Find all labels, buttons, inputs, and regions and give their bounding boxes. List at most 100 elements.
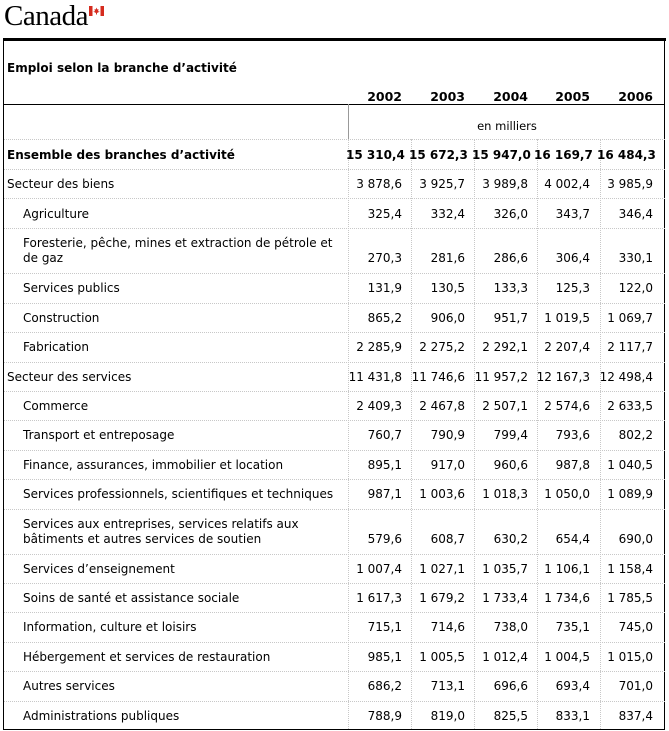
value-cell: 2 409,3 <box>356 399 402 413</box>
value-cell: 690,0 <box>618 532 653 546</box>
value-cell: 1 027,1 <box>419 562 465 576</box>
value-cell: 270,3 <box>367 251 402 265</box>
value-cell: 306,4 <box>555 251 590 265</box>
value-cell: 701,0 <box>618 679 653 693</box>
row-separator <box>4 701 665 702</box>
value-cell: 133,3 <box>493 281 528 295</box>
wordmark-text: Canada <box>4 0 88 32</box>
value-cell: 281,6 <box>430 251 465 265</box>
value-cell: 696,6 <box>493 679 528 693</box>
table-top-rule <box>3 38 666 41</box>
value-cell: 713,1 <box>430 679 465 693</box>
row-separator <box>4 228 665 229</box>
value-cell: 11 957,2 <box>474 370 528 384</box>
row-label: Finance, assurances, immobilier et locat… <box>23 458 284 472</box>
row-label: Hébergement et services de restauration <box>23 650 271 664</box>
row-separator <box>4 450 665 451</box>
value-cell: 833,1 <box>555 709 590 723</box>
row-label: Soins de santé et assistance sociale <box>23 591 240 605</box>
value-cell: 2 275,2 <box>419 340 465 354</box>
value-cell: 714,6 <box>430 620 465 634</box>
year-header: 2005 <box>555 89 590 104</box>
value-cell: 693,4 <box>555 679 590 693</box>
value-cell: 1 003,6 <box>419 487 465 501</box>
value-cell: 2 507,1 <box>482 399 528 413</box>
row-label: Autres services <box>23 679 115 693</box>
value-cell: 1 734,6 <box>544 591 590 605</box>
value-cell: 987,1 <box>367 487 402 501</box>
value-cell: 11 746,6 <box>411 370 465 384</box>
value-cell: 738,0 <box>493 620 528 634</box>
value-cell: 2 285,9 <box>356 340 402 354</box>
row-label: Administrations publiques <box>23 709 180 723</box>
row-label: Agriculture <box>23 207 89 221</box>
value-cell: 790,9 <box>430 428 465 442</box>
canada-flag-icon <box>89 6 104 16</box>
value-cell: 1 005,5 <box>419 650 465 664</box>
value-cell: 715,1 <box>367 620 402 634</box>
value-cell: 330,1 <box>618 251 653 265</box>
value-cell: 1 158,4 <box>607 562 653 576</box>
row-label: Secteur des biens <box>7 177 115 191</box>
row-separator <box>4 612 665 613</box>
row-label: Services publics <box>23 281 120 295</box>
value-cell: 1 733,4 <box>482 591 528 605</box>
value-cell: 2 207,4 <box>544 340 590 354</box>
value-cell: 131,9 <box>367 281 402 295</box>
row-separator <box>4 362 665 363</box>
value-cell: 686,2 <box>367 679 402 693</box>
row-label: Information, culture et loisirs <box>23 620 197 634</box>
value-cell: 332,4 <box>430 207 465 221</box>
value-cell: 4 002,4 <box>544 177 590 191</box>
value-cell: 1 679,2 <box>419 591 465 605</box>
value-cell: 745,0 <box>618 620 653 634</box>
row-label: Commerce <box>23 399 89 413</box>
value-cell: 1 106,1 <box>544 562 590 576</box>
column-separator <box>600 139 601 729</box>
value-cell: 343,7 <box>555 207 590 221</box>
value-cell: 12 167,3 <box>536 370 590 384</box>
value-cell: 1 617,3 <box>356 591 402 605</box>
column-separator <box>411 139 412 729</box>
row-label: Ensemble des branches d’activité <box>7 148 235 162</box>
value-cell: 608,7 <box>430 532 465 546</box>
column-separator <box>474 139 475 729</box>
value-cell: 837,4 <box>618 709 653 723</box>
value-cell: 865,2 <box>367 311 402 325</box>
value-cell: 735,1 <box>555 620 590 634</box>
table-caption: Emploi selon la branche d’activité <box>7 61 237 75</box>
row-separator <box>4 479 665 480</box>
row-separator <box>4 420 665 421</box>
row-separator <box>4 391 665 392</box>
value-cell: 15 310,4 <box>346 148 405 162</box>
value-cell: 793,6 <box>555 428 590 442</box>
value-cell: 1 089,9 <box>607 487 653 501</box>
row-separator <box>4 554 665 555</box>
year-header: 2006 <box>618 89 653 104</box>
value-cell: 1 018,3 <box>482 487 528 501</box>
value-cell: 286,6 <box>493 251 528 265</box>
row-label: Secteur des services <box>7 370 132 384</box>
value-cell: 1 012,4 <box>482 650 528 664</box>
row-separator <box>4 509 665 510</box>
value-cell: 130,5 <box>430 281 465 295</box>
row-separator <box>4 139 665 140</box>
value-cell: 346,4 <box>618 207 653 221</box>
value-cell: 819,0 <box>430 709 465 723</box>
row-label: Fabrication <box>23 340 89 354</box>
row-separator <box>4 273 665 274</box>
value-cell: 2 117,7 <box>607 340 653 354</box>
value-cell: 825,5 <box>493 709 528 723</box>
row-label: Foresterie, pêche, mines et extraction d… <box>23 236 333 265</box>
value-cell: 1 069,7 <box>607 311 653 325</box>
value-cell: 799,4 <box>493 428 528 442</box>
header-rule <box>4 104 665 105</box>
value-cell: 987,8 <box>555 458 590 472</box>
value-cell: 1 015,0 <box>607 650 653 664</box>
value-cell: 3 985,9 <box>607 177 653 191</box>
row-separator <box>4 198 665 199</box>
value-cell: 906,0 <box>430 311 465 325</box>
value-cell: 760,7 <box>367 428 402 442</box>
row-label: Services d’enseignement <box>23 562 175 576</box>
value-cell: 630,2 <box>493 532 528 546</box>
